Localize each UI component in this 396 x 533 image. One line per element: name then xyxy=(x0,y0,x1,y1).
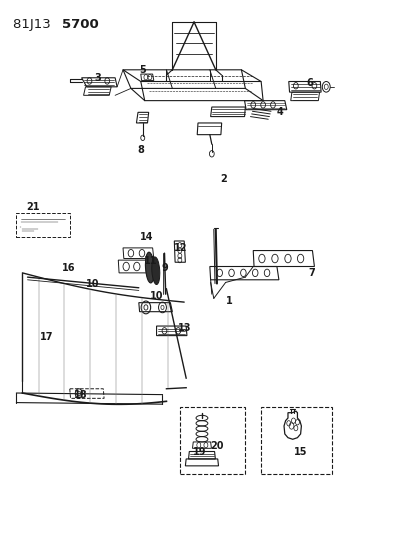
Text: 21: 21 xyxy=(27,202,40,212)
Text: 11: 11 xyxy=(144,256,157,266)
Text: 20: 20 xyxy=(210,441,224,451)
Text: 9: 9 xyxy=(161,263,168,272)
Text: 6: 6 xyxy=(307,78,313,88)
Ellipse shape xyxy=(152,257,160,285)
Text: 13: 13 xyxy=(177,322,191,333)
Text: 7: 7 xyxy=(308,268,315,278)
Text: 3: 3 xyxy=(95,73,101,83)
Text: 1: 1 xyxy=(226,296,233,306)
Text: 18: 18 xyxy=(74,390,88,400)
Ellipse shape xyxy=(145,252,154,283)
Text: 5: 5 xyxy=(139,65,146,75)
Text: 8: 8 xyxy=(137,144,144,155)
Text: 81J13: 81J13 xyxy=(13,18,55,31)
Text: 15: 15 xyxy=(294,447,307,456)
Text: 17: 17 xyxy=(40,332,53,342)
Text: 2: 2 xyxy=(220,174,227,184)
Text: 10: 10 xyxy=(150,290,163,301)
Text: 14: 14 xyxy=(140,232,154,243)
Text: 4: 4 xyxy=(277,107,284,117)
Text: 19: 19 xyxy=(193,447,207,456)
Text: 16: 16 xyxy=(62,263,75,272)
Text: 12: 12 xyxy=(173,243,187,253)
Text: 5700: 5700 xyxy=(62,18,99,31)
Text: 10: 10 xyxy=(86,279,99,288)
